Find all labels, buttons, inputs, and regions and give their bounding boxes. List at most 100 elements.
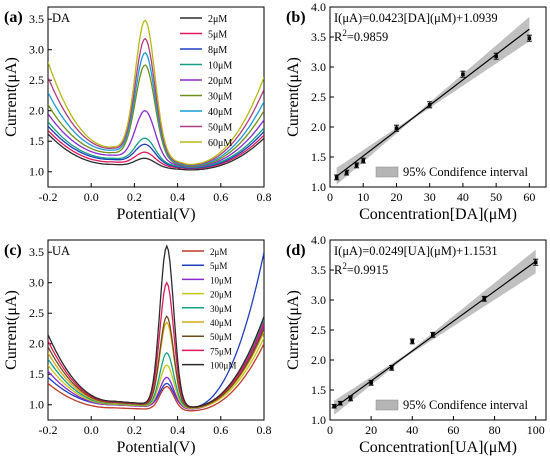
legend-entry: 60μM xyxy=(208,138,232,149)
data-point xyxy=(482,297,487,301)
legend-entry: 50μM xyxy=(208,123,232,134)
data-point xyxy=(361,158,366,163)
series-line xyxy=(48,337,264,409)
data-point xyxy=(533,260,538,264)
legend-entry: 100μM xyxy=(210,361,236,371)
legend-entry: 40μM xyxy=(210,318,232,328)
legend-entry: 2μM xyxy=(210,247,227,257)
y-tick-label: 1.0 xyxy=(29,165,44,179)
data-point xyxy=(338,401,343,405)
data-point xyxy=(527,36,532,40)
fit-line xyxy=(336,28,530,177)
r-squared: R2=0.9915 xyxy=(334,261,388,277)
series-line xyxy=(48,64,264,167)
ci-legend-label: 95% Condifence interval xyxy=(403,398,528,412)
x-tick-label: 50 xyxy=(490,190,502,204)
ci-legend-swatch xyxy=(375,399,399,411)
inset-label: UA xyxy=(52,244,70,258)
x-tick-label: 80 xyxy=(489,423,501,437)
r-squared: R2=0.9859 xyxy=(334,28,388,44)
y-tick-label: 2.0 xyxy=(311,120,326,134)
curves xyxy=(48,19,264,171)
data-point xyxy=(344,170,349,175)
x-tick-label: 100 xyxy=(527,423,545,437)
x-axis-label: Potential(V) xyxy=(116,439,195,456)
x-axis-label: Potential(V) xyxy=(116,206,195,223)
y-tick-label: 1.0 xyxy=(311,180,326,194)
series-line xyxy=(48,125,264,169)
curves xyxy=(48,244,264,412)
y-tick-label: 3.5 xyxy=(29,245,44,259)
data-point xyxy=(461,72,465,76)
x-tick-label: 0 xyxy=(327,423,333,437)
x-tick-label: 20 xyxy=(365,423,377,437)
series-line xyxy=(48,51,264,167)
y-tick-label: 2.0 xyxy=(29,337,44,351)
ci-legend-swatch xyxy=(375,166,399,178)
y-axis-label: Current(μA) xyxy=(3,290,20,370)
series-line xyxy=(48,244,264,408)
legend-entry: 30μM xyxy=(208,92,232,103)
data-point xyxy=(369,381,373,385)
data-point xyxy=(431,333,435,337)
y-tick-label: 1.5 xyxy=(29,367,44,381)
data-point xyxy=(427,103,432,107)
x-tick-label: 60 xyxy=(447,423,459,437)
x-tick-label: 0.4 xyxy=(170,190,185,204)
panel-label: (d) xyxy=(286,242,306,259)
y-tick-label: 3.0 xyxy=(29,276,44,290)
x-tick-label: 0.4 xyxy=(170,423,185,437)
x-tick-label: 30 xyxy=(424,190,436,204)
y-tick-label: 1.0 xyxy=(29,398,44,412)
confidence-band xyxy=(336,16,530,185)
x-tick-label: 20 xyxy=(390,190,402,204)
x-axis-label: Concentration[DA](μM) xyxy=(359,206,517,223)
y-axis-label: Current(μA) xyxy=(3,57,20,137)
x-tick-label: 0.2 xyxy=(127,423,142,437)
fit-equation: I(μA)=0.0249[UA](μM)+1.1531 xyxy=(334,244,498,258)
y-tick-label: 2.5 xyxy=(29,73,44,87)
chart-panel-4: (d) 0 20 40 60 80 100 1.0 1.5 2.0 2.5 3.0 3.5 4.0 Conc… xyxy=(285,233,547,456)
series-line xyxy=(48,37,264,166)
panel-label: (c) xyxy=(4,242,22,259)
y-tick-label: 2.0 xyxy=(311,353,326,367)
legend-entry: 5μM xyxy=(210,261,227,271)
series-line xyxy=(48,281,264,408)
x-tick-label: -0.2 xyxy=(39,423,58,437)
x-tick-label: 40 xyxy=(457,190,469,204)
panel-label: (a) xyxy=(4,9,23,26)
series-line xyxy=(48,343,264,412)
legend-entry: 50μM xyxy=(210,332,232,342)
y-tick-label: 3.5 xyxy=(311,30,326,44)
legend-entry: 5μM xyxy=(208,30,227,41)
data-point xyxy=(394,126,399,130)
x-tick-label: 0.6 xyxy=(213,190,228,204)
y-tick-label: 2.5 xyxy=(311,90,326,104)
series-line xyxy=(48,315,264,409)
series-line xyxy=(48,121,264,169)
x-tick-label: 40 xyxy=(406,423,418,437)
y-axis-label: Current(μA) xyxy=(285,57,302,137)
y-axis-label: Current(μA) xyxy=(285,290,302,370)
y-tick-label: 2.5 xyxy=(29,306,44,320)
x-tick-label: 0.8 xyxy=(257,423,272,437)
x-tick-label: 60 xyxy=(523,190,535,204)
y-tick-label: 2.5 xyxy=(311,323,326,337)
series-line xyxy=(48,110,264,168)
data-point xyxy=(410,339,415,344)
chart-panel-3: (c) -0.2 0.0 0.2 0.4 0.6 0.8 1.0 1.5 2.0 2.5 3.0 3.5… xyxy=(3,239,272,456)
panel-label: (b) xyxy=(286,9,306,26)
y-tick-label: 4.0 xyxy=(311,233,326,247)
x-tick-label: -0.2 xyxy=(39,190,58,204)
data-point xyxy=(332,404,336,408)
series-line xyxy=(48,129,264,170)
y-tick-label: 3.0 xyxy=(311,60,326,74)
data-point xyxy=(389,366,394,370)
fit-equation: I(μA)=0.0423[DA](μM)+1.0939 xyxy=(334,11,498,25)
legend-entry: 75μM xyxy=(210,346,232,356)
x-tick-label: 0.2 xyxy=(127,190,142,204)
data-point xyxy=(334,175,339,180)
x-tick-label: 0.0 xyxy=(84,190,99,204)
data-point xyxy=(348,396,353,401)
axes-frame xyxy=(47,6,265,188)
